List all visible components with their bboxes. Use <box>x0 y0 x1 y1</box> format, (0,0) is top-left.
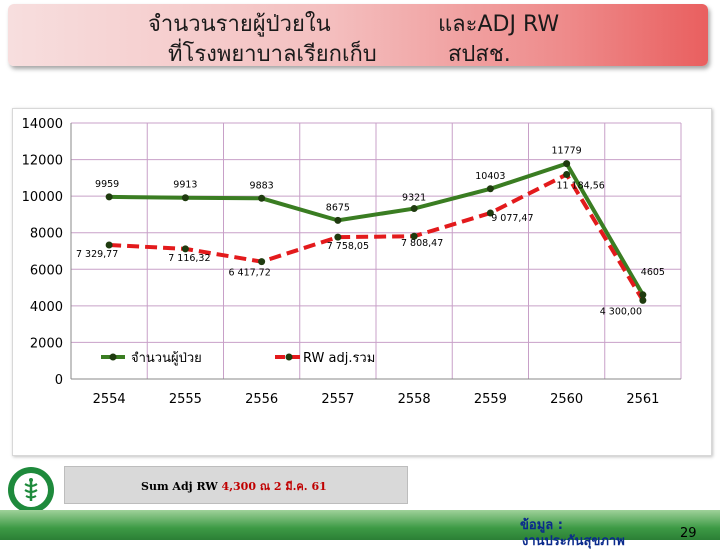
data-label-patients: 8675 <box>326 202 350 213</box>
x-tick-label: 2554 <box>93 392 126 407</box>
data-label-patients: 9883 <box>250 180 274 191</box>
sum-adj-rw-value: 4,300 ณ 2 มี.ค. 61 <box>221 480 327 493</box>
x-tick-label: 2560 <box>550 392 583 407</box>
y-tick-label: 6000 <box>30 263 63 278</box>
title-line1-left: จำนวนรายผู้ป่วยใน <box>148 12 331 37</box>
y-tick-label: 10000 <box>22 190 63 205</box>
data-point-patients <box>334 216 342 224</box>
data-point-patients <box>486 185 494 193</box>
y-tick-label: 2000 <box>30 336 63 351</box>
x-tick-label: 2561 <box>626 392 659 407</box>
data-label-rw-adj: 7 116,32 <box>168 253 210 264</box>
data-point-patients <box>181 194 189 202</box>
data-point-rw-adj <box>563 170 571 178</box>
bottom-band <box>0 510 720 540</box>
data-point-patients <box>410 205 418 213</box>
chart-panel: 0 2000 4000 6000 8000 10000 12000 14000 2554 2555… <box>12 108 712 456</box>
caduceus-icon <box>24 478 38 501</box>
source-text: งานประกันสุขภาพ <box>522 534 625 549</box>
page-number: 29 <box>680 526 697 541</box>
data-label-patients: 11779 <box>552 146 582 157</box>
y-tick-label: 0 <box>55 373 63 388</box>
data-point-rw-adj <box>334 233 342 241</box>
data-label-patients: 9321 <box>402 193 426 204</box>
y-tick-label: 12000 <box>22 154 63 169</box>
data-label-rw-adj: 7 808,47 <box>401 238 443 249</box>
series-line-rw-adj <box>109 171 645 302</box>
legend-marker-patients <box>109 353 117 361</box>
legend-marker-rw-adj <box>285 353 293 361</box>
data-point-rw-adj <box>410 232 418 240</box>
sum-adj-rw-box: Sum Adj RW 4,300 ณ 2 มี.ค. 61 <box>64 466 408 504</box>
source-label: ข้อมูล : <box>520 518 563 533</box>
data-point-patients <box>258 194 266 202</box>
title-line2-right: สปสช. <box>448 42 511 67</box>
ministry-logo <box>8 467 54 513</box>
data-label-rw-adj: 4 300,00 <box>600 306 642 317</box>
data-label-patients: 9959 <box>95 179 119 190</box>
data-label-rw-adj: 11 184,56 <box>556 180 604 191</box>
data-point-rw-adj <box>105 241 113 249</box>
y-tick-label: 4000 <box>30 300 63 315</box>
y-tick-label: 14000 <box>22 117 63 132</box>
data-point-patients <box>639 291 647 299</box>
data-point-rw-adj <box>181 245 189 253</box>
data-label-patients: 4605 <box>641 267 665 278</box>
title-line1-right: และADJ RW <box>438 12 560 37</box>
series-line-patients <box>109 161 645 296</box>
line-chart: 0 2000 4000 6000 8000 10000 12000 14000 2554 2555… <box>22 117 682 407</box>
data-label-patients: 10403 <box>475 171 505 182</box>
legend-label-patients: จำนวนผู้ป่วย <box>131 351 202 366</box>
x-tick-label: 2558 <box>398 392 431 407</box>
x-tick-label: 2556 <box>245 392 278 407</box>
legend-label-rw-adj: RW adj.รวม <box>303 351 375 366</box>
data-label-rw-adj: 6 417,72 <box>228 268 270 279</box>
sum-adj-rw-label: Sum Adj RW <box>141 480 218 493</box>
data-point-rw-adj <box>486 209 494 217</box>
data-label-rw-adj: 7 758,05 <box>327 241 369 252</box>
title-banner: จำนวนรายผู้ป่วยใน และADJ RW ที่โรงพยาบาล… <box>8 4 708 67</box>
data-point-patients <box>563 160 571 168</box>
data-point-rw-adj <box>258 258 266 266</box>
data-label-rw-adj: 9 077,47 <box>491 213 533 224</box>
x-tick-label: 2557 <box>321 392 354 407</box>
x-tick-label: 2555 <box>169 392 202 407</box>
data-label-patients: 9913 <box>173 180 197 191</box>
title-line2-left: ที่โรงพยาบาลเรียกเก็บ <box>168 42 377 67</box>
y-tick-label: 8000 <box>30 227 63 242</box>
x-tick-label: 2559 <box>474 392 507 407</box>
data-label-rw-adj: 7 329,77 <box>76 249 118 260</box>
sum-adj-rw-text: Sum Adj RW 4,300 ณ 2 มี.ค. 61 <box>141 477 327 495</box>
data-point-patients <box>105 193 113 201</box>
data-point-rw-adj <box>639 296 647 304</box>
